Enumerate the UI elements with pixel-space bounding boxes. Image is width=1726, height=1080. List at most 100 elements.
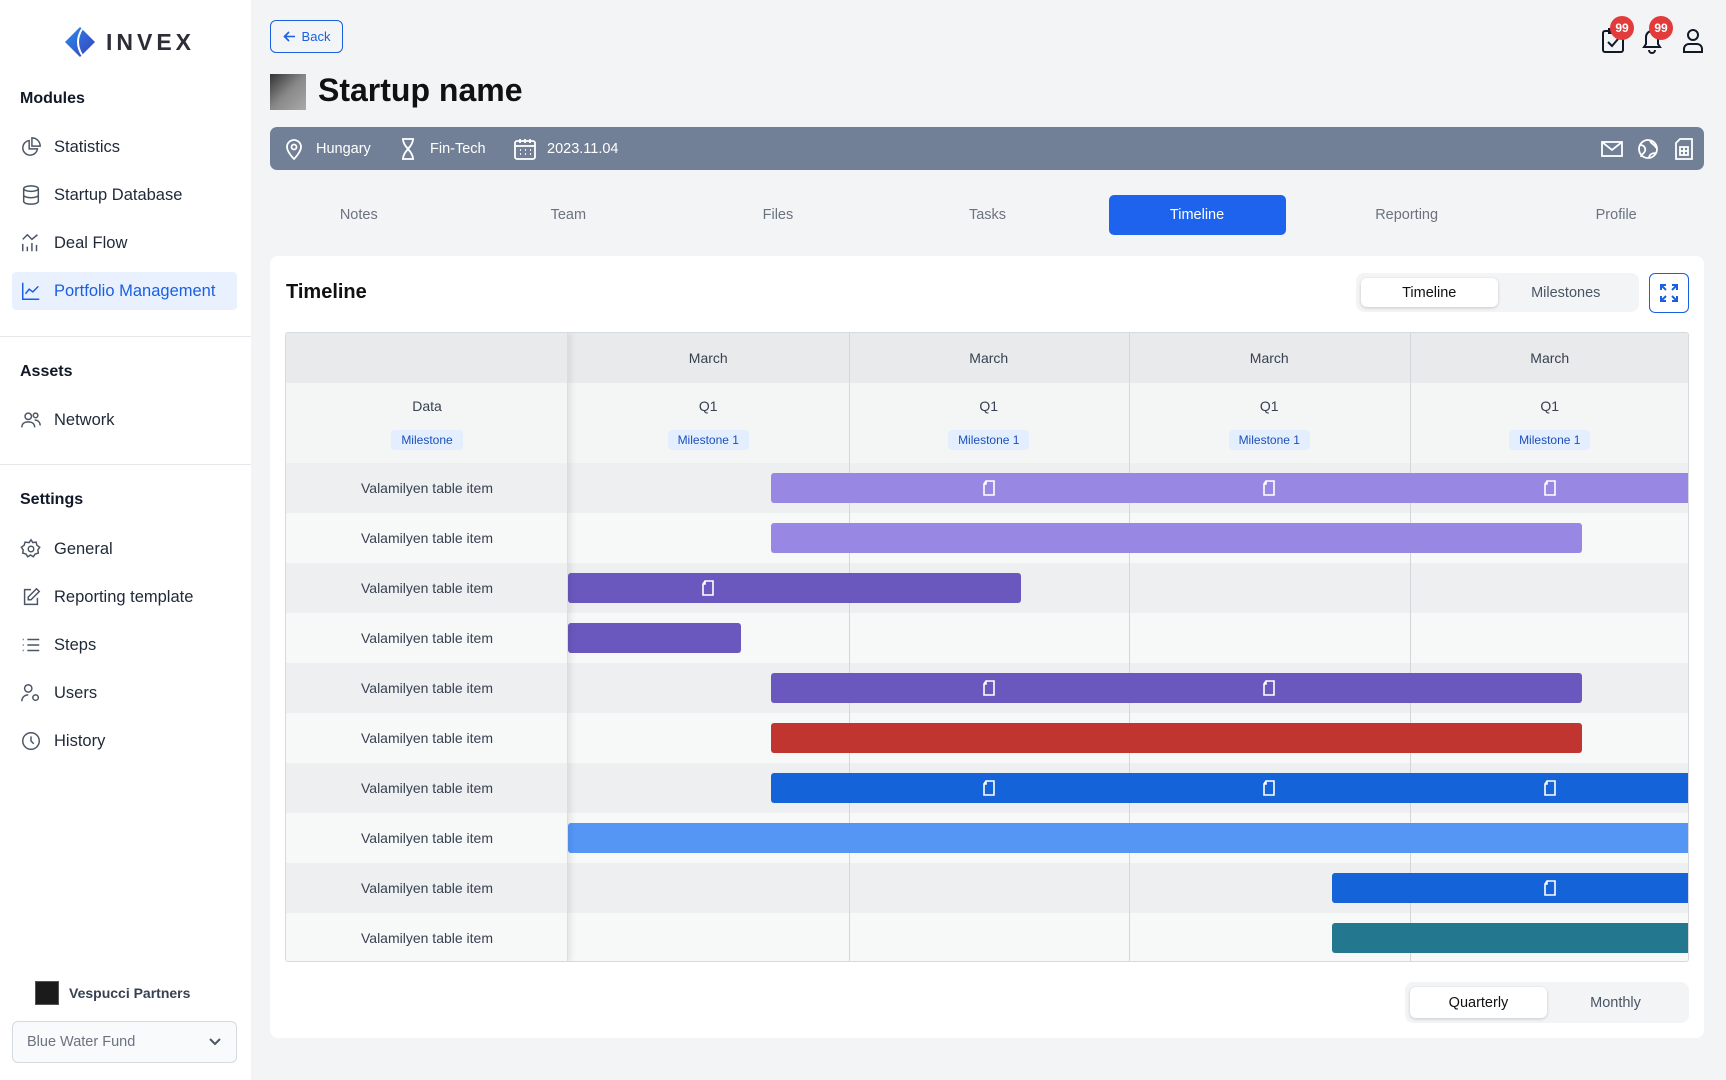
milestone-tag[interactable]: Milestone 1 <box>948 430 1030 450</box>
sidebar-item-deal-flow[interactable]: Deal Flow <box>12 224 237 262</box>
gantt-chart: Data Milestone March Q1 Milestone 1 March Q1 Mi… <box>285 332 1689 962</box>
row-label: Valamilyen table item <box>360 630 494 646</box>
dna-icon <box>402 137 414 160</box>
calendar-icon <box>514 138 536 160</box>
column-quarter: Q1 <box>1259 398 1279 414</box>
milestone-tag[interactable]: Milestone 1 <box>1228 430 1310 450</box>
timeline-bar[interactable] <box>1332 873 1688 903</box>
document-icon[interactable] <box>982 680 996 696</box>
divider <box>0 336 251 337</box>
timeline-bar[interactable] <box>771 673 1583 703</box>
country: Hungary <box>282 127 371 170</box>
document-icon[interactable] <box>701 580 715 596</box>
column-quarter: Q1 <box>979 398 999 414</box>
row-label: Valamilyen table item <box>360 930 494 946</box>
timeline-bar[interactable] <box>771 473 1688 503</box>
sidebar-item-steps[interactable]: Steps <box>12 626 237 664</box>
timeline-bar[interactable] <box>1332 923 1688 953</box>
document-icon[interactable] <box>982 480 996 496</box>
document-icon[interactable] <box>1543 780 1557 796</box>
list-icon <box>22 638 40 652</box>
column-divider <box>1129 333 1130 961</box>
row-header-column <box>286 333 568 961</box>
user-cog-icon <box>21 684 39 702</box>
website-button[interactable] <box>1636 127 1660 170</box>
column-month: March <box>688 350 728 366</box>
column-milestone-cell: Milestone 1 <box>1410 427 1689 453</box>
sidebar-item-general[interactable]: General <box>12 530 237 568</box>
line-chart-icon <box>22 282 40 300</box>
modules-heading: Modules <box>20 90 85 107</box>
profile-button[interactable] <box>1680 26 1706 54</box>
document-icon[interactable] <box>1262 680 1276 696</box>
sidebar-item-statistics[interactable]: Statistics <box>12 128 237 166</box>
tasks-button[interactable]: 99 <box>1600 16 1634 54</box>
document-button[interactable] <box>1672 127 1696 170</box>
startup-info-bar: Hungary Fin-Tech 2023.11.04 <box>270 127 1704 170</box>
page-title: Startup name <box>318 72 523 108</box>
document-icon[interactable] <box>1262 780 1276 796</box>
settings-heading: Settings <box>20 491 84 508</box>
tab-reporting[interactable]: Reporting <box>1375 207 1439 223</box>
row-label: Valamilyen table item <box>360 830 494 846</box>
view-timeline-button[interactable]: Timeline <box>1361 278 1498 307</box>
industry: Fin-Tech <box>396 127 486 170</box>
notifications-button[interactable]: 99 <box>1639 16 1673 54</box>
expand-icon <box>1660 284 1678 302</box>
organization: Vespucci Partners <box>35 981 190 1005</box>
sidebar-item-startup-database[interactable]: Startup Database <box>12 176 237 214</box>
column-month: March <box>969 350 1009 366</box>
back-button[interactable]: Back <box>270 20 343 53</box>
startup-logo <box>270 74 306 110</box>
sidebar-item-reporting-template[interactable]: Reporting template <box>12 578 237 616</box>
document-icon[interactable] <box>982 780 996 796</box>
tab-files[interactable]: Files <box>762 207 794 223</box>
timeline-bar[interactable] <box>568 623 741 653</box>
sidebar-item-portfolio-management[interactable]: Portfolio Management <box>12 272 237 310</box>
fullscreen-button[interactable] <box>1649 273 1689 313</box>
tab-timeline[interactable]: Timeline <box>1092 195 1302 235</box>
notification-badge: 99 <box>1649 16 1673 40</box>
row-label: Valamilyen table item <box>360 480 494 496</box>
assets-heading: Assets <box>20 363 73 380</box>
view-milestones-button[interactable]: Milestones <box>1531 284 1601 301</box>
view-toggle: Timeline Milestones <box>1356 273 1639 312</box>
row-label: Valamilyen table item <box>360 730 494 746</box>
sidebar-item-users[interactable]: Users <box>12 674 237 712</box>
milestone-tag[interactable]: Milestone 1 <box>1509 430 1591 450</box>
document-icon[interactable] <box>1543 880 1557 896</box>
column-month: March <box>1249 350 1289 366</box>
document-icon <box>1675 137 1693 160</box>
fund-select[interactable]: Blue Water Fund <box>12 1021 237 1063</box>
mail-icon <box>1601 140 1623 157</box>
founded-date: 2023.11.04 <box>513 127 619 170</box>
document-icon[interactable] <box>1543 480 1557 496</box>
document-icon[interactable] <box>1262 480 1276 496</box>
timeline-bar[interactable] <box>568 823 1688 853</box>
column-milestone-cell: Milestone 1 <box>568 427 849 453</box>
milestone-tag[interactable]: Milestone 1 <box>667 430 749 450</box>
period-monthly-button[interactable]: Monthly <box>1590 994 1641 1011</box>
tab-profile[interactable]: Profile <box>1595 207 1637 223</box>
period-toggle: Quarterly Monthly <box>1405 982 1689 1023</box>
tab-notes[interactable]: Notes <box>339 207 378 223</box>
invex-logo[interactable]: INVEX <box>64 26 195 58</box>
chevron-down-icon <box>209 1038 221 1046</box>
period-quarterly-button[interactable]: Quarterly <box>1410 987 1547 1018</box>
edit-icon <box>23 587 41 606</box>
timeline-bar[interactable] <box>568 573 1022 603</box>
timeline-bar[interactable] <box>771 723 1583 753</box>
column-divider <box>1409 333 1411 961</box>
sidebar-item-network[interactable]: Network <box>12 401 237 439</box>
tab-tasks[interactable]: Tasks <box>968 207 1007 223</box>
sidebar-item-history[interactable]: History <box>12 722 237 760</box>
row-label: Valamilyen table item <box>360 580 494 596</box>
timeline-bar[interactable] <box>771 773 1688 803</box>
timeline-bar[interactable] <box>771 523 1583 553</box>
bar-chart-icon <box>22 233 38 252</box>
tab-bar: Notes Team Files Tasks Timeline Reportin… <box>254 195 1721 235</box>
email-button[interactable] <box>1600 127 1624 170</box>
row-label: Valamilyen table item <box>360 530 494 546</box>
tab-team[interactable]: Team <box>550 207 587 223</box>
card-title: Timeline <box>286 281 367 303</box>
